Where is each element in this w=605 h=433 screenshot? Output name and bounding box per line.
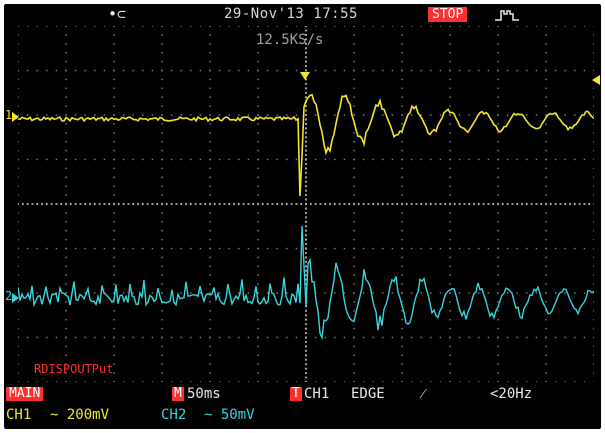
date-time-readout: 29-Nov'13 17:55 <box>224 6 358 22</box>
ch2-scale[interactable]: ~ 50mV <box>204 407 255 423</box>
timebase-mode-badge: M <box>172 386 184 401</box>
ch1-scale[interactable]: ~ 200mV <box>50 407 110 423</box>
pulse-trigger-icon <box>494 8 520 26</box>
ch2-marker-label: 2 <box>5 289 13 303</box>
usb-icon: •⊂ <box>108 5 127 23</box>
trigger-level-marker-icon[interactable] <box>592 75 600 85</box>
trigger-mode-badge: T <box>290 386 302 401</box>
ch1-waveform <box>18 93 594 197</box>
run-state-badge[interactable]: STOP <box>428 7 468 22</box>
timebase-value[interactable]: 50ms <box>187 386 221 402</box>
channel-scale-bar: CH1 ~ 200mV CH2 ~ 50mV <box>4 404 601 426</box>
trigger-source[interactable]: CH1 <box>304 386 330 402</box>
trigger-position-marker-icon[interactable] <box>300 72 310 80</box>
waveform-grid <box>18 26 594 382</box>
trigger-slope-icon[interactable]: ⁄ <box>422 386 425 402</box>
oscilloscope-screen: •⊂ 29-Nov'13 17:55 STOP 12.5KS/s 1 2 RDI… <box>4 4 601 429</box>
trigger-type[interactable]: EDGE <box>351 386 385 402</box>
ch2-waveform <box>18 225 594 341</box>
softkey-label[interactable]: RDISPOUTPut <box>34 362 114 376</box>
ch1-marker-arrow-icon[interactable] <box>12 112 19 122</box>
ch1-name[interactable]: CH1 <box>6 407 32 423</box>
ch2-name[interactable]: CH2 <box>161 407 187 423</box>
window-label[interactable]: MAIN <box>6 387 44 401</box>
ch1-marker-label: 1 <box>5 108 13 122</box>
trigger-frequency: <20Hz <box>490 386 533 402</box>
sample-rate-readout: 12.5KS/s <box>256 32 324 48</box>
gridlines <box>18 26 594 382</box>
timebase-trigger-bar: MAIN M 50ms T CH1 EDGE ⁄ <20Hz <box>4 384 601 404</box>
ch2-marker-arrow-icon[interactable] <box>12 293 19 303</box>
top-status-bar: •⊂ 29-Nov'13 17:55 STOP <box>4 4 601 26</box>
